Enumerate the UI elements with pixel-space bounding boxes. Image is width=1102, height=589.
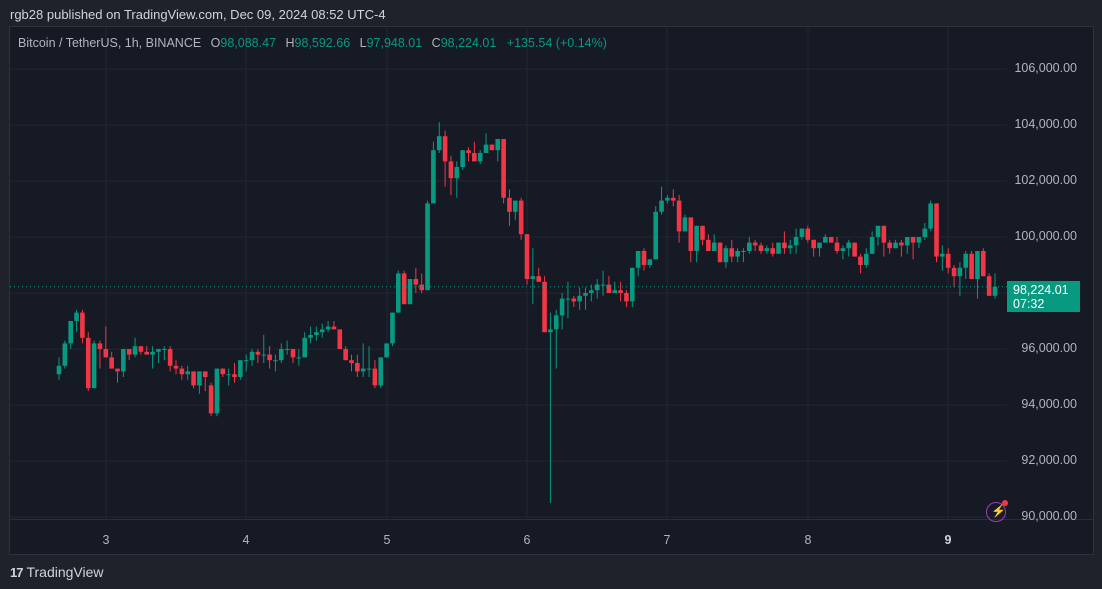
bolt-glyph-icon: ⚡ — [991, 504, 1006, 518]
time-tick-label: 7 — [663, 533, 671, 547]
open-value: 98,088.47 — [220, 36, 277, 50]
price-tick-label: 90,000.00 — [1021, 509, 1077, 523]
low-value: 97,948.01 — [366, 36, 423, 50]
brand-name: TradingView — [26, 564, 104, 580]
open-label: O — [210, 36, 221, 50]
price-tick-label: 92,000.00 — [1021, 453, 1077, 467]
bar-countdown: 07:32 — [1013, 297, 1045, 311]
close-label: C — [431, 36, 441, 50]
publish-info: rgb28 published on TradingView.com, Dec … — [10, 7, 386, 22]
time-tick-label: 5 — [383, 533, 391, 547]
candlestick-plot[interactable] — [10, 27, 1093, 554]
price-tick-label: 106,000.00 — [1014, 61, 1077, 75]
lightning-icon[interactable]: ⚡ — [986, 500, 1008, 522]
symbol-name: Bitcoin / TetherUS, 1h, BINANCE — [18, 36, 202, 50]
time-tick-label: 4 — [242, 533, 250, 547]
symbol-legend: Bitcoin / TetherUS, 1h, BINANCE O98,088.… — [18, 36, 607, 50]
high-value: 98,592.66 — [294, 36, 351, 50]
price-tick-label: 102,000.00 — [1014, 173, 1077, 187]
tradingview-logo-icon: 17 — [10, 564, 24, 580]
time-tick-label: 9 — [944, 533, 952, 547]
price-tick-label: 94,000.00 — [1021, 397, 1077, 411]
time-tick-label: 6 — [523, 533, 531, 547]
time-tick-label: 8 — [804, 533, 812, 547]
price-tick-label: 104,000.00 — [1014, 117, 1077, 131]
change-value: +135.54 (+0.14%) — [506, 36, 607, 50]
chart-pane[interactable]: Bitcoin / TetherUS, 1h, BINANCE O98,088.… — [9, 26, 1094, 555]
high-label: H — [285, 36, 295, 50]
price-tick-label: 100,000.00 — [1014, 229, 1077, 243]
last-price-tag: 98,224.01 07:32 — [1007, 281, 1080, 312]
time-tick-label: 3 — [102, 533, 110, 547]
last-price: 98,224.01 — [1013, 283, 1069, 297]
low-label: L — [359, 36, 367, 50]
price-tick-label: 96,000.00 — [1021, 341, 1077, 355]
notification-dot — [1002, 500, 1008, 506]
tradingview-branding[interactable]: 17 TradingView — [10, 564, 104, 580]
close-value: 98,224.01 — [440, 36, 497, 50]
